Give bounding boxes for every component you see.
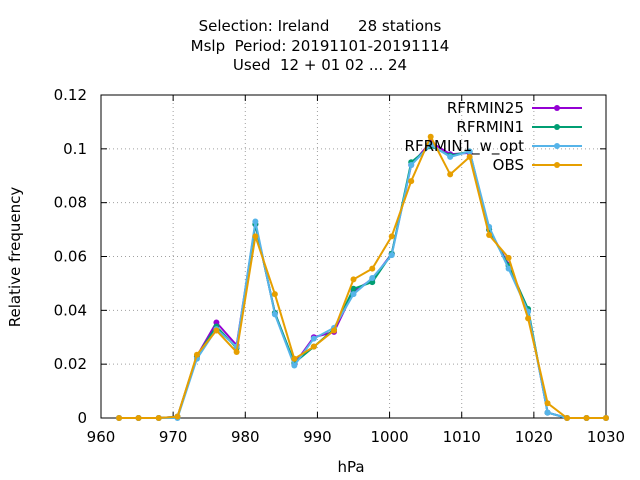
data-point bbox=[505, 265, 512, 272]
y-tick-label: 0.06 bbox=[54, 248, 87, 266]
data-point bbox=[331, 327, 338, 334]
legend-label: RFRMIN25 bbox=[447, 99, 524, 117]
data-point bbox=[271, 291, 278, 298]
y-tick-label: 0.12 bbox=[54, 86, 87, 104]
x-tick-label: 1030 bbox=[587, 428, 625, 446]
x-tick-label: 1000 bbox=[370, 428, 408, 446]
data-point bbox=[583, 415, 590, 421]
data-point bbox=[155, 415, 162, 421]
data-point bbox=[388, 252, 395, 259]
x-tick-label: 970 bbox=[159, 428, 188, 446]
data-point bbox=[252, 233, 259, 240]
x-axis-label: hPa bbox=[337, 458, 364, 476]
grid bbox=[101, 95, 606, 418]
data-point bbox=[350, 276, 357, 283]
data-point bbox=[310, 335, 317, 342]
data-point bbox=[116, 415, 123, 421]
series-line bbox=[119, 134, 606, 419]
x-tick-label: 1010 bbox=[443, 428, 481, 446]
x-tick-label: 990 bbox=[303, 428, 332, 446]
data-point bbox=[447, 153, 454, 160]
y-tick-label: 0 bbox=[77, 409, 87, 427]
data-point bbox=[564, 415, 571, 421]
data-point bbox=[544, 400, 551, 407]
data-point bbox=[252, 218, 259, 225]
data-point bbox=[486, 231, 493, 238]
data-point bbox=[350, 285, 357, 292]
legend-swatch-marker bbox=[554, 162, 560, 168]
data-point bbox=[466, 153, 473, 160]
x-ticks: 960 970 980 990 1000 1010 1020 1030 bbox=[87, 95, 625, 446]
data-point bbox=[291, 355, 298, 362]
legend-label: OBS bbox=[493, 156, 524, 174]
y-tick-label: 0.08 bbox=[54, 194, 87, 212]
chart-title-line-3: Used 12 + 01 02 ... 24 bbox=[232, 56, 408, 74]
x-tick-label: 1020 bbox=[515, 428, 553, 446]
chart-title-line-1: Selection: Ireland 28 stations bbox=[198, 17, 442, 35]
data-point bbox=[174, 413, 181, 420]
data-point bbox=[271, 311, 278, 318]
data-point bbox=[525, 315, 532, 322]
data-point bbox=[427, 133, 434, 140]
data-point bbox=[369, 265, 376, 272]
legend-swatch-marker bbox=[554, 105, 560, 111]
data-point bbox=[408, 161, 415, 168]
y-tick-label: 0.04 bbox=[54, 301, 87, 319]
series-line bbox=[119, 144, 606, 419]
data-point bbox=[505, 254, 512, 261]
data-point bbox=[213, 327, 220, 334]
data-point bbox=[603, 415, 609, 421]
y-tick-label: 0.02 bbox=[54, 355, 87, 373]
x-tick-label: 980 bbox=[231, 428, 260, 446]
data-point bbox=[233, 349, 240, 356]
data-point bbox=[427, 141, 434, 148]
legend-swatch-marker bbox=[554, 124, 560, 130]
data-point bbox=[369, 275, 376, 282]
series-obs bbox=[116, 133, 609, 421]
data-point bbox=[310, 343, 317, 350]
data-point bbox=[447, 171, 454, 178]
data-point bbox=[193, 351, 200, 358]
chart-title-line-2: Mslp Period: 20191101-20191114 bbox=[190, 37, 450, 55]
y-ticks: 0 0.02 0.04 0.06 0.08 0.1 0.12 bbox=[54, 86, 606, 427]
series-group bbox=[116, 133, 609, 421]
legend-label: RFRMIN1 bbox=[456, 118, 524, 136]
y-axis-label: Relative frequency bbox=[6, 187, 24, 328]
data-point bbox=[291, 362, 298, 369]
x-tick-label: 960 bbox=[87, 428, 116, 446]
data-point bbox=[388, 233, 395, 240]
series-line bbox=[119, 143, 606, 419]
legend-label: RFRMIN1_w_opt bbox=[405, 137, 525, 156]
data-point bbox=[408, 178, 415, 185]
legend-swatch-marker bbox=[554, 143, 560, 149]
data-point bbox=[135, 415, 142, 421]
data-point bbox=[466, 148, 473, 155]
y-tick-label: 0.1 bbox=[63, 140, 87, 158]
data-point bbox=[350, 291, 357, 298]
data-point bbox=[544, 409, 551, 416]
